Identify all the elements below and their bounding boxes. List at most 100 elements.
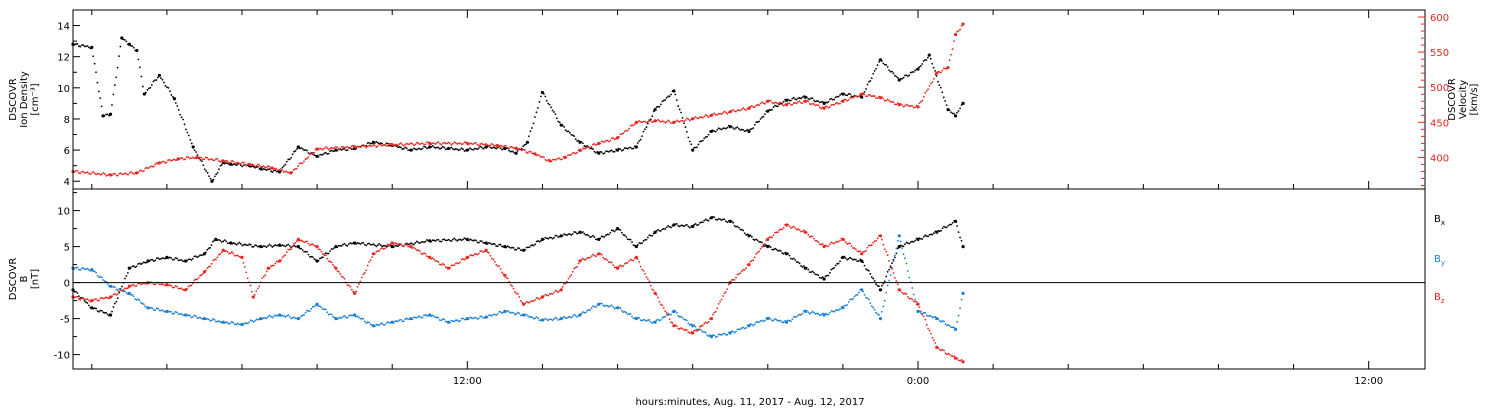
top-red-trace — [500, 145, 503, 147]
top-red-trace — [906, 104, 909, 107]
top-red-trace — [282, 171, 285, 173]
bottom-red-trace — [488, 251, 490, 254]
top-red-trace — [87, 172, 90, 175]
top-black-trace — [837, 95, 840, 98]
bottom-black-trace — [854, 258, 857, 261]
bottom-red-trace — [852, 247, 854, 249]
bottom-blue-trace — [321, 308, 324, 311]
bottom-blue-trace — [846, 304, 849, 306]
bottom-blue-trace — [444, 320, 447, 323]
top-black-trace — [112, 93, 115, 96]
top-red-trace — [421, 142, 424, 145]
bottom-blue-trace — [610, 304, 613, 307]
top-red-trace — [215, 158, 217, 160]
bottom-red-point — [860, 252, 864, 256]
bottom-blue-trace — [687, 322, 690, 325]
bottom-black-trace — [102, 311, 105, 314]
top-red-trace — [408, 143, 411, 146]
bottom-red-trace — [538, 298, 541, 301]
bottom-blue-trace — [245, 322, 248, 325]
top-black-trace — [203, 168, 206, 171]
bottom-panel-marks — [71, 216, 965, 364]
top-red-trace — [828, 106, 831, 108]
top-red-trace — [133, 173, 135, 175]
top-red-trace — [250, 164, 252, 166]
bottom-black-trace — [252, 245, 255, 248]
top-red-trace — [336, 146, 339, 149]
top-black-trace — [438, 147, 441, 150]
bottom-blue-trace — [443, 318, 446, 321]
bottom-black-trace — [537, 240, 540, 242]
top-black-trace — [878, 60, 880, 63]
top-red-trace — [140, 169, 142, 172]
bottom-blue-trace — [509, 312, 512, 314]
bottom-black-trace — [853, 258, 856, 261]
bottom-black-trace — [190, 259, 193, 261]
top-red-trace — [128, 172, 131, 174]
top-black-trace — [795, 98, 798, 101]
top-red-trace — [255, 164, 258, 167]
bottom-red-trace — [249, 284, 252, 287]
top-red-trace — [395, 143, 398, 146]
top-black-trace — [619, 148, 622, 151]
bottom-black-trace — [261, 246, 264, 249]
top-red-trace — [834, 102, 837, 105]
bottom-red-trace — [792, 225, 795, 228]
top-red-point — [578, 148, 582, 152]
top-black-trace — [768, 108, 771, 111]
bottom-blue-trace — [83, 268, 86, 271]
bottom-red-trace — [381, 247, 384, 249]
bottom-black-trace — [792, 257, 795, 260]
top-red-trace — [833, 103, 836, 106]
bottom-black-trace — [74, 290, 77, 293]
bottom-blue-trace — [906, 270, 909, 272]
top-red-trace — [141, 170, 144, 173]
bottom-blue-trace — [677, 314, 680, 317]
bottom-black-trace — [948, 223, 951, 226]
top-black-trace — [96, 81, 99, 84]
top-black-trace — [925, 59, 928, 61]
top-red-trace — [862, 92, 865, 95]
top-red-trace — [658, 120, 661, 122]
top-red-trace — [882, 97, 885, 100]
bottom-blue-trace — [202, 317, 204, 320]
bottom-red-trace — [225, 250, 228, 252]
top-red-trace — [333, 147, 336, 150]
bottom-red-trace — [121, 289, 124, 292]
bottom-black-trace — [690, 225, 693, 228]
top-red-trace — [92, 171, 95, 173]
bottom-left-axis-title-line: [nT] — [30, 269, 41, 289]
top-red-trace — [902, 105, 905, 108]
top-red-trace — [229, 161, 232, 164]
bottom-blue-trace — [151, 307, 154, 310]
bottom-black-trace — [443, 238, 446, 241]
top-black-trace — [714, 130, 717, 133]
bottom-blue-trace — [840, 306, 843, 308]
top-red-trace — [759, 102, 762, 105]
bottom-red-trace — [284, 254, 287, 256]
bottom-blue-trace — [619, 307, 622, 310]
bottom-blue-trace — [776, 320, 779, 322]
top-right-axis-title: DSCOVRVelocity[km/s] — [1447, 78, 1480, 121]
bottom-blue-trace — [362, 318, 365, 320]
bottom-black-trace — [811, 270, 814, 273]
top-red-trace — [675, 119, 678, 122]
bottom-blue-trace — [437, 316, 440, 319]
bottom-blue-trace — [502, 311, 505, 314]
top-red-trace — [873, 95, 876, 98]
bottom-black-trace — [914, 239, 917, 242]
bottom-red-trace — [131, 284, 134, 286]
top-red-trace — [924, 91, 927, 94]
top-red-trace — [239, 162, 242, 165]
bottom-black-trace — [869, 273, 872, 275]
bottom-blue-trace — [472, 317, 475, 320]
top-red-trace — [355, 146, 358, 149]
bottom-red-trace — [925, 323, 928, 326]
bottom-red-trace — [535, 296, 538, 299]
bottom-red-trace — [732, 278, 735, 281]
bottom-black-trace — [735, 225, 737, 228]
top-red-trace — [735, 110, 737, 113]
bottom-red-trace — [346, 284, 349, 287]
bottom-red-trace — [956, 357, 958, 360]
bottom-red-trace — [639, 265, 642, 268]
